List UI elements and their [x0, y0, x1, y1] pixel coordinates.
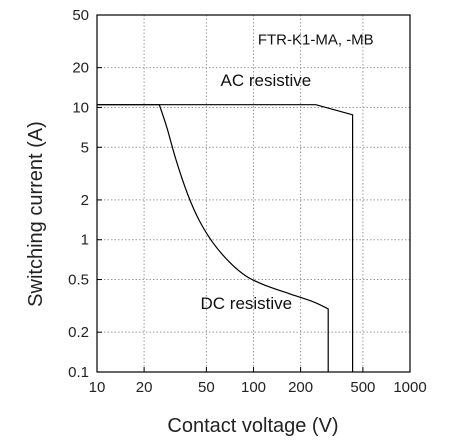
- y-tick-label: 1: [81, 232, 89, 249]
- x-axis-ticks: 10 20 50 100 200 500 1000: [89, 367, 427, 396]
- x-tick-label: 10: [89, 379, 106, 396]
- y-tick-label: 5: [81, 139, 89, 156]
- grid: [97, 15, 410, 372]
- y-axis-title: Switching current (A): [25, 121, 47, 307]
- chart-annotation: DC resistive: [201, 294, 293, 313]
- y-tick-label: 10: [72, 99, 89, 116]
- y-axis-ticks: 0.1 0.2 0.5 1 2 5 10 20 50: [68, 7, 102, 381]
- chart-annotation: AC resistive: [221, 71, 312, 90]
- annotations: FTR-K1-MA, -MB AC resistive DC resistive: [201, 31, 374, 313]
- x-tick-label: 20: [136, 379, 153, 396]
- x-tick-label: 200: [288, 379, 313, 396]
- y-tick-label: 0.5: [68, 272, 89, 289]
- y-tick-label: 0.2: [68, 324, 89, 341]
- x-tick-label: 50: [198, 379, 215, 396]
- x-tick-label: 500: [350, 379, 375, 396]
- x-tick-label: 100: [241, 379, 266, 396]
- chart-annotation: FTR-K1-MA, -MB: [258, 31, 374, 48]
- series-line-ac-resistive: [97, 104, 354, 372]
- x-axis-title: Contact voltage (V): [167, 415, 338, 437]
- x-tick-label: 1000: [393, 379, 426, 396]
- y-tick-label: 20: [72, 60, 89, 77]
- y-tick-label: 50: [72, 7, 89, 24]
- curves: [97, 104, 354, 372]
- series-line-dc-resistive: [97, 104, 329, 372]
- y-tick-label: 0.1: [68, 364, 89, 381]
- y-tick-label: 2: [81, 192, 89, 209]
